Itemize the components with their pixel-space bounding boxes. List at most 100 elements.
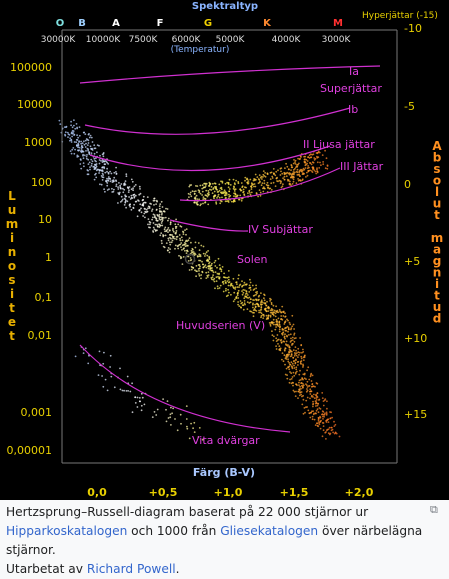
star (284, 312, 286, 315)
star (98, 172, 100, 174)
spectral-class: K (263, 18, 272, 29)
star (297, 174, 300, 176)
star (249, 298, 252, 300)
region-label: Superjättar (320, 82, 382, 95)
star (319, 408, 322, 410)
star (259, 176, 262, 179)
star (106, 189, 109, 191)
star (134, 396, 137, 398)
y2-title-letter: t (434, 289, 440, 303)
star (289, 378, 291, 381)
star (189, 191, 192, 194)
star (293, 334, 295, 336)
star (279, 174, 282, 176)
star (266, 306, 269, 309)
star (88, 136, 91, 139)
star (202, 263, 204, 266)
star (158, 213, 161, 216)
star (175, 238, 178, 241)
star (311, 410, 313, 413)
star (323, 399, 326, 402)
link[interactable]: Hipparkoskatalogen (6, 524, 128, 538)
star (315, 402, 318, 405)
star (259, 311, 262, 314)
star (237, 301, 240, 303)
star (78, 146, 81, 149)
link[interactable]: Richard Powell (86, 562, 176, 576)
star (305, 383, 307, 385)
star (74, 148, 76, 151)
star (198, 259, 200, 262)
star (310, 380, 313, 382)
star (205, 251, 208, 254)
star (302, 398, 305, 401)
star (186, 427, 189, 430)
star (214, 265, 217, 267)
star (288, 362, 291, 364)
star (79, 163, 82, 165)
star (237, 297, 240, 299)
star (299, 385, 301, 388)
star (64, 131, 67, 134)
star (274, 174, 277, 177)
star (155, 203, 158, 206)
star (222, 280, 225, 283)
star (187, 239, 190, 242)
star (218, 287, 221, 289)
star (199, 259, 202, 262)
star (326, 428, 329, 431)
star (312, 385, 315, 388)
region-label: Ia (349, 65, 359, 78)
enlarge-icon[interactable]: ⧉ (430, 503, 438, 516)
star (78, 126, 81, 128)
star (245, 290, 248, 293)
star (205, 259, 208, 262)
y2-title-letter: d (433, 312, 442, 326)
star (159, 225, 162, 227)
star (221, 180, 224, 183)
star (297, 364, 299, 366)
star (78, 134, 81, 137)
star (298, 162, 300, 165)
star (242, 190, 245, 193)
star (260, 301, 262, 304)
star (106, 184, 109, 187)
star (290, 337, 292, 340)
star (287, 327, 290, 329)
star (235, 297, 238, 299)
link[interactable]: Gliesekatalogen (220, 524, 319, 538)
star (278, 328, 281, 331)
star (169, 222, 172, 224)
star (299, 157, 301, 160)
star (195, 270, 198, 272)
star (210, 269, 213, 272)
star (152, 222, 155, 224)
star (144, 216, 146, 219)
star (193, 197, 196, 200)
star (82, 131, 85, 134)
star (284, 363, 286, 366)
star (260, 306, 263, 309)
star (219, 191, 222, 194)
star (266, 300, 268, 303)
star (280, 341, 283, 344)
star (147, 223, 149, 226)
star (205, 266, 208, 269)
star (282, 183, 284, 186)
star (292, 169, 295, 171)
star (73, 141, 76, 143)
star (160, 200, 163, 203)
star (243, 300, 246, 302)
star (293, 328, 295, 330)
star (308, 385, 311, 387)
star (134, 402, 137, 404)
star (284, 173, 287, 175)
star (235, 179, 238, 182)
star (228, 291, 230, 294)
star (227, 270, 230, 272)
star (95, 160, 97, 163)
star (184, 245, 187, 248)
star (196, 203, 199, 206)
star (184, 229, 186, 232)
star (126, 200, 129, 203)
